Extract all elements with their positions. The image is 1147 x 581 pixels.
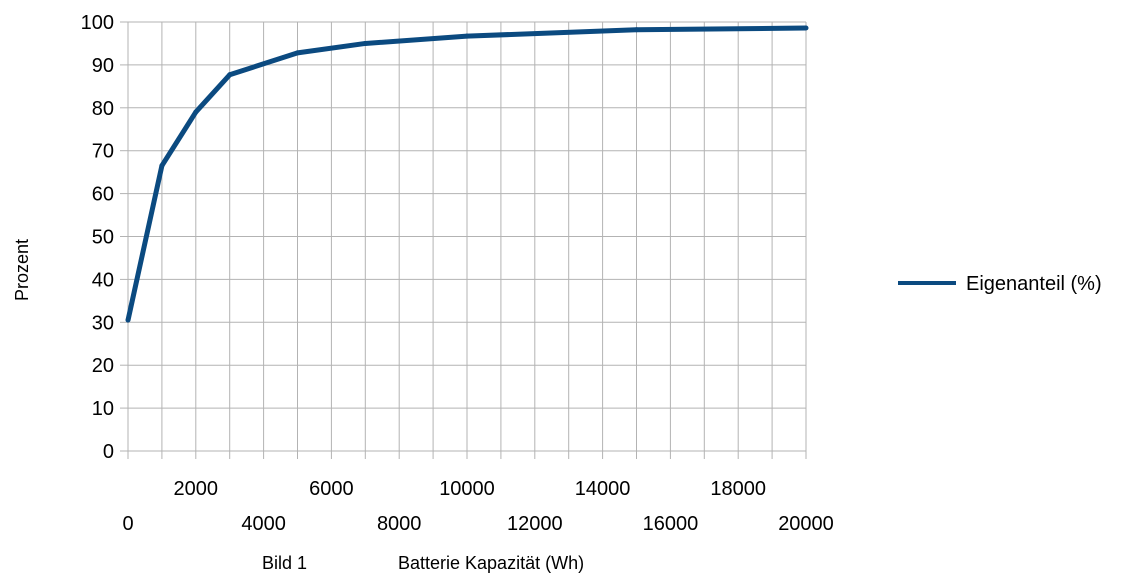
data-point (803, 25, 809, 31)
x-tick-label: 10000 (439, 478, 495, 500)
x-tick-label: 4000 (241, 513, 286, 535)
data-point (634, 27, 639, 33)
y-tick-labels: 0 10 20 30 40 50 60 70 80 90 100 (81, 12, 114, 463)
y-tick-label: 90 (92, 55, 114, 77)
x-tick-labels: 0 2000 4000 6000 8000 10000 12000 14000 16000 180… (122, 478, 833, 535)
grid-lines (127, 21, 807, 452)
y-tick-label: 30 (92, 312, 114, 334)
legend: Eigenanteil (%) (898, 273, 1102, 295)
x-tick-label: 2000 (174, 478, 219, 500)
x-tick-label: 18000 (710, 478, 766, 500)
data-point (227, 72, 233, 78)
y-tick-label: 70 (92, 141, 114, 163)
y-axis-title: Prozent (12, 239, 32, 301)
x-tick-label: 16000 (643, 513, 699, 535)
y-tick-label: 100 (81, 12, 114, 34)
x-tick-label: 20000 (778, 513, 834, 535)
y-tick-label: 40 (92, 269, 114, 291)
data-point (125, 317, 131, 323)
axes (120, 21, 807, 459)
y-tick-label: 60 (92, 184, 114, 206)
y-tick-label: 80 (92, 98, 114, 120)
y-tick-label: 50 (92, 227, 114, 249)
data-point (362, 40, 368, 46)
data-point (193, 109, 199, 115)
figure-caption: Bild 1 (262, 553, 307, 573)
x-tick-label: 8000 (377, 513, 422, 535)
series-group (125, 25, 809, 323)
y-tick-label: 20 (92, 355, 114, 377)
x-tick-label: 0 (122, 513, 133, 535)
x-tick-label: 12000 (507, 513, 563, 535)
x-tick-label: 14000 (575, 478, 631, 500)
y-tick-label: 0 (103, 441, 114, 463)
y-tick-label: 10 (92, 398, 114, 420)
x-tick-label: 6000 (309, 478, 354, 500)
x-axis-title: Batterie Kapazität (Wh) (398, 553, 584, 573)
data-point (295, 50, 300, 56)
data-point (159, 163, 165, 169)
legend-label: Eigenanteil (%) (966, 273, 1102, 295)
data-point (464, 33, 470, 39)
